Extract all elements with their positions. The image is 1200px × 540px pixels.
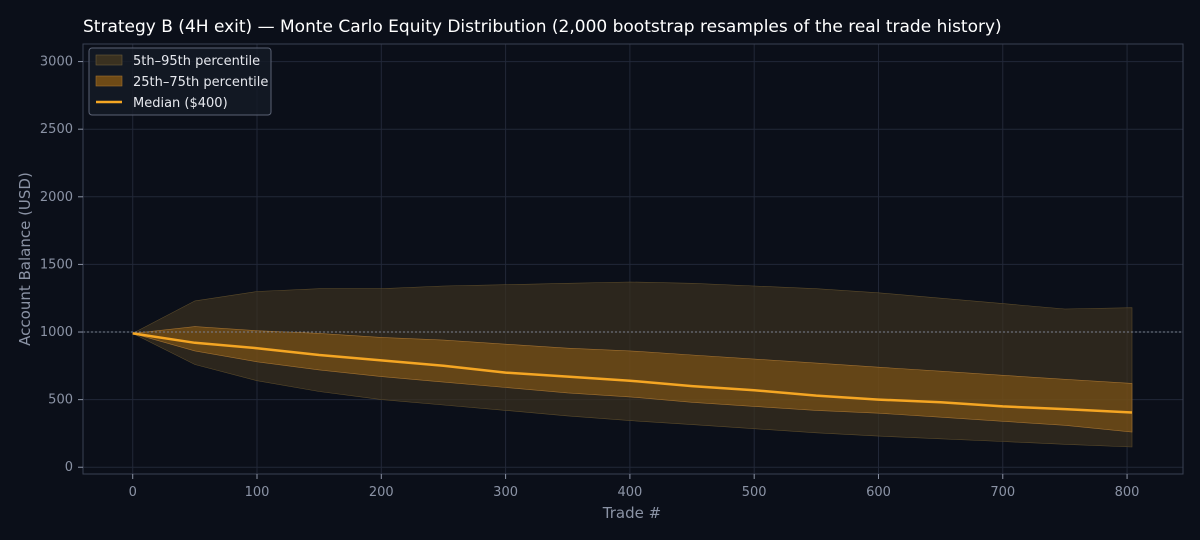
band-25-75 (132, 326, 1133, 433)
legend-swatch-outer-band (95, 54, 123, 66)
x-tick-label: 800 (1115, 485, 1140, 500)
chart-title: Strategy B (4H exit) — Monte Carlo Equit… (83, 17, 1002, 37)
x-tick-label: 700 (990, 485, 1015, 500)
x-tick-label: 600 (866, 485, 891, 500)
legend-swatch-inner-band (95, 75, 123, 87)
x-tick-label: 100 (245, 485, 270, 500)
legend-label-outer-band: 5th–95th percentile (133, 54, 260, 69)
y-tick-label: 1500 (40, 257, 73, 272)
x-tick-label: 500 (742, 485, 767, 500)
y-tick-label: 3000 (40, 55, 73, 70)
y-tick-label: 1000 (40, 325, 73, 340)
x-tick-label: 300 (493, 485, 518, 500)
y-tick-label: 500 (48, 393, 73, 408)
x-tick-label: 0 (129, 485, 137, 500)
legend-label-inner-band: 25th–75th percentile (133, 75, 268, 90)
plot-frame (82, 43, 1184, 475)
bands (132, 281, 1133, 448)
y-axis-label: Account Balance (USD) (16, 172, 34, 346)
median-series (132, 332, 1133, 414)
y-tick-label: 0 (65, 460, 73, 475)
x-tick-label: 200 (369, 485, 394, 500)
x-ticks: 0 100 200 300 400 500 600 700 800 (129, 474, 1140, 500)
legend-box (88, 47, 272, 116)
y-tick-label: 2500 (40, 122, 73, 137)
x-tick-label: 400 (617, 485, 642, 500)
legend: 5th–95th percentile 25th–75th percentile… (88, 47, 272, 116)
y-ticks: 0 500 1000 1500 2000 2500 3000 (40, 55, 83, 475)
legend-label-median: Median ($400) (133, 96, 228, 111)
x-axis-label: Trade # (602, 504, 661, 522)
y-tick-label: 2000 (40, 190, 73, 205)
median-line (132, 332, 1133, 414)
